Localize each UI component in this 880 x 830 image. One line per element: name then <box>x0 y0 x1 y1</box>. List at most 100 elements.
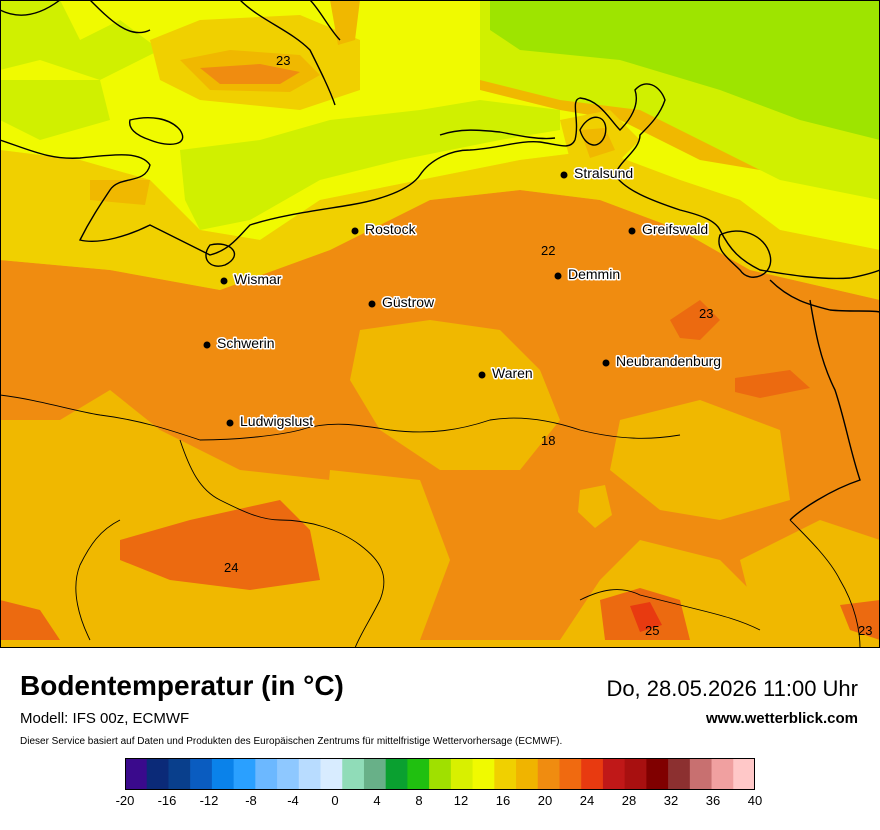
city-waren: Waren <box>478 364 534 383</box>
scale-tick-label: 36 <box>705 793 721 808</box>
band-orange-north <box>200 64 300 84</box>
scale-swatch <box>602 758 626 790</box>
city-wismar: Wismar <box>220 270 283 289</box>
value-label: 22 <box>541 243 555 258</box>
scale-tick-label: 16 <box>495 793 511 808</box>
city-rostock: Rostock <box>351 220 418 239</box>
color-scale <box>125 758 755 790</box>
band-amber-south <box>320 470 450 640</box>
band-red-s <box>630 602 662 632</box>
scale-swatch <box>450 758 474 790</box>
city-greifswald: Greifswald <box>628 220 710 239</box>
band-lime-w <box>180 100 560 230</box>
band-amber-west <box>0 420 180 520</box>
city-neubrandenburg: Neubrandenburg <box>602 352 723 371</box>
scale-tick-label: -8 <box>245 793 257 808</box>
scale-ticks: -20 -16 -12 -8 -4 0 4 8 12 16 20 24 28 32 36 40 <box>105 793 775 813</box>
scale-tick-label: 24 <box>579 793 595 808</box>
city-label: Greifswald <box>642 221 708 237</box>
temperature-map: 23 22 23 18 24 25 23 Stralsund Rostock G… <box>0 0 880 649</box>
scale-tick-label: 32 <box>663 793 679 808</box>
city-label: Güstrow <box>382 294 435 310</box>
city-demmin: Demmin <box>554 265 622 284</box>
value-label: 24 <box>224 560 238 575</box>
value-label: 23 <box>699 306 713 321</box>
scale-tick-label: -4 <box>287 793 299 808</box>
site-link[interactable]: www.wetterblick.com <box>706 710 858 727</box>
city-ludwigslust: Ludwigslust <box>226 412 315 431</box>
scale-swatch <box>320 758 343 790</box>
scale-tick-label: 8 <box>415 793 423 808</box>
scale-swatch <box>298 758 322 790</box>
scale-swatch <box>342 758 365 790</box>
scale-tick-label: -16 <box>157 793 177 808</box>
scale-swatch <box>385 758 408 790</box>
band-deep-orange-e2 <box>735 370 810 398</box>
band-deep-orange-sw <box>120 500 320 590</box>
city-marker <box>628 227 636 235</box>
value-label: 18 <box>541 433 555 448</box>
scale-swatch <box>146 758 169 790</box>
band-lime-nw2 <box>0 80 110 140</box>
scale-tick-label: 40 <box>747 793 763 808</box>
band-amber-center <box>350 320 560 470</box>
city-label: Waren <box>492 365 533 381</box>
scale-tick-label: 0 <box>331 793 339 808</box>
scale-swatch <box>711 758 734 790</box>
scale-swatch <box>233 758 256 790</box>
city-marker <box>602 359 610 367</box>
map-svg: 23 22 23 18 24 25 23 Stralsund Rostock G… <box>0 0 880 649</box>
scale-swatch <box>624 758 647 790</box>
scale-tick-label: 20 <box>537 793 553 808</box>
value-label: 23 <box>276 53 290 68</box>
city-marker <box>226 419 234 427</box>
coastlines <box>0 0 880 521</box>
city-marker <box>560 171 568 179</box>
band-lime-nw <box>0 0 160 80</box>
scale-swatch <box>668 758 691 790</box>
scale-swatch <box>125 758 148 790</box>
model-info: Modell: IFS 00z, ECMWF <box>20 710 190 727</box>
scale-swatch <box>168 758 191 790</box>
scale-swatch <box>255 758 278 790</box>
scale-swatch <box>190 758 213 790</box>
scale-swatch <box>277 758 300 790</box>
footer: Bodentemperatur (in °C) Modell: IFS 00z,… <box>0 648 880 830</box>
city-label: Ludwigslust <box>240 413 313 429</box>
band-deep-orange-sw2 <box>0 600 60 640</box>
scale-swatch <box>733 758 755 790</box>
city-label: Rostock <box>365 221 417 237</box>
forecast-date: Do, 28.05.2026 11:00 Uhr <box>606 676 858 701</box>
scale-swatch <box>537 758 560 790</box>
scale-tick-label: 12 <box>453 793 469 808</box>
city-label: Stralsund <box>574 165 633 181</box>
scale-swatch <box>494 758 517 790</box>
band-amber-east <box>610 400 790 520</box>
city-label: Neubrandenburg <box>616 353 721 369</box>
city-marker <box>478 371 486 379</box>
scale-swatch <box>646 758 669 790</box>
scale-swatch <box>211 758 235 790</box>
admin-borders <box>0 394 861 649</box>
band-amber-spot <box>578 485 612 528</box>
scale-tick-label: 28 <box>621 793 637 808</box>
city-label: Schwerin <box>217 335 275 351</box>
scale-swatch <box>429 758 452 790</box>
scale-swatch <box>407 758 430 790</box>
city-label: Demmin <box>568 266 620 282</box>
scale-swatch <box>516 758 539 790</box>
city-guestrow: Güstrow <box>368 293 437 312</box>
scale-swatch <box>363 758 387 790</box>
band-green <box>490 0 880 140</box>
scale-swatch <box>581 758 604 790</box>
city-marker <box>351 227 359 235</box>
band-amber-north2 <box>330 0 360 45</box>
scale-swatch <box>689 758 713 790</box>
ecmwf-note: Dieser Service basiert auf Daten und Pro… <box>20 736 563 747</box>
city-marker <box>368 300 376 308</box>
scale-tick-label: 4 <box>373 793 381 808</box>
value-label: 25 <box>645 623 659 638</box>
city-stralsund: Stralsund <box>560 164 635 183</box>
city-marker <box>220 277 228 285</box>
city-schwerin: Schwerin <box>203 334 276 353</box>
